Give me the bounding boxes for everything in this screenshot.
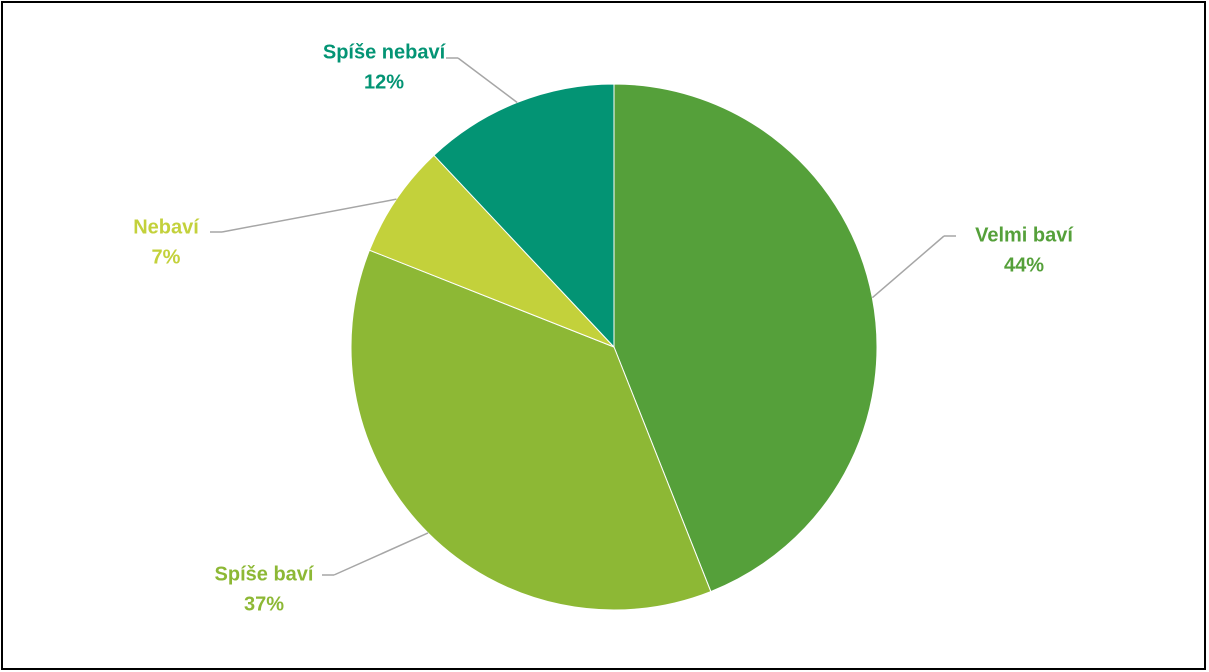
leader-line-nebavi bbox=[221, 198, 397, 233]
pie-slices bbox=[350, 83, 878, 611]
data-label-name-nebavi: Nebaví bbox=[133, 216, 200, 238]
pie-slice-spise-bavi bbox=[350, 249, 712, 611]
data-labels: Velmi baví 44% Spíše baví 37% Nebaví 7% Spíše … bbox=[133, 41, 1074, 615]
leader-line-velmi-bavi bbox=[871, 235, 945, 299]
data-label-name-spise-nebavi: Spíše nebaví bbox=[323, 41, 447, 63]
data-label-name-velmi-bavi: Velmi baví bbox=[975, 224, 1074, 246]
pie-slice-spise-nebavi bbox=[433, 83, 615, 349]
data-label-name-spise-bavi: Spíše baví bbox=[215, 563, 315, 585]
leader-line-spise-bavi bbox=[333, 532, 429, 576]
pie-slice-nebavi bbox=[368, 154, 615, 348]
leader-line-spise-nebavi bbox=[457, 57, 518, 104]
data-label-value-spise-bavi: 37% bbox=[244, 593, 284, 615]
data-label-value-velmi-bavi: 44% bbox=[1004, 254, 1044, 276]
data-label-value-nebavi: 7% bbox=[152, 246, 181, 268]
data-label-value-spise-nebavi: 12% bbox=[364, 71, 404, 93]
pie-slice-velmi-bavi bbox=[613, 83, 878, 593]
leader-lines bbox=[210, 57, 956, 576]
